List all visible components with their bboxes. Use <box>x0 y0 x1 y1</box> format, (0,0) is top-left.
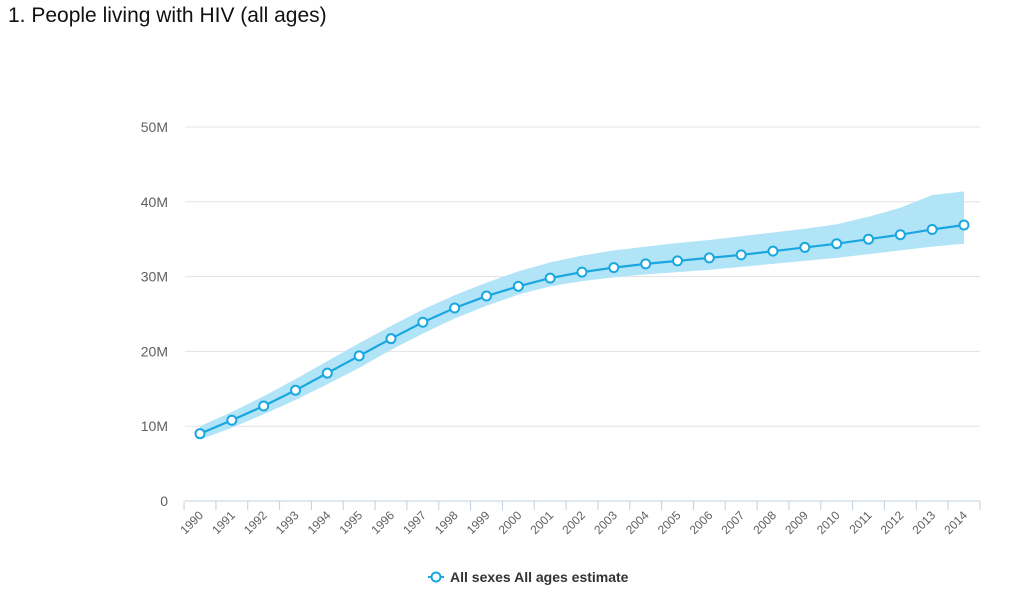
x-tick-label: 1993 <box>273 508 302 537</box>
x-tick-label: 2011 <box>846 508 874 536</box>
data-point-2003[interactable] <box>608 262 620 274</box>
data-point-1998[interactable] <box>449 302 461 314</box>
x-tick-label: 1998 <box>432 508 461 537</box>
data-point-1993[interactable] <box>290 384 301 396</box>
confidence-band <box>200 191 964 440</box>
y-tick-label: 20M <box>141 343 168 359</box>
y-axis-ticks: 0 10M 20M 30M 40M 50M <box>141 119 168 509</box>
data-point-1992[interactable] <box>258 400 270 412</box>
x-tick-label: 2009 <box>782 508 811 537</box>
data-point-2006[interactable] <box>703 252 715 264</box>
x-tick-label: 1990 <box>177 508 206 537</box>
data-point-2012[interactable] <box>894 229 906 241</box>
data-point-2010[interactable] <box>831 238 843 250</box>
x-tick-label: 2002 <box>559 508 588 537</box>
series-markers <box>194 219 970 440</box>
y-tick-label: 40M <box>141 194 168 210</box>
x-tick-label: 1996 <box>368 508 397 537</box>
data-point-1991[interactable] <box>226 414 238 426</box>
data-point-2008[interactable] <box>767 245 779 257</box>
confidence-band-area <box>200 191 964 440</box>
legend[interactable]: All sexes All ages estimate <box>428 569 629 585</box>
data-point-2005[interactable] <box>672 255 683 267</box>
y-tick-label: 50M <box>141 119 168 135</box>
data-point-1996[interactable] <box>385 333 397 345</box>
y-tick-label: 30M <box>141 269 168 285</box>
x-tick-label: 2010 <box>814 508 843 537</box>
data-point-2002[interactable] <box>576 266 588 278</box>
x-tick-label: 2004 <box>623 508 652 537</box>
data-point-1995[interactable] <box>353 350 365 362</box>
data-point-2013[interactable] <box>926 223 938 235</box>
data-point-2000[interactable] <box>512 280 524 292</box>
x-tick-label: 1999 <box>464 508 493 537</box>
x-tick-label: 2012 <box>878 508 907 537</box>
page-title: 1. People living with HIV (all ages) <box>8 4 327 27</box>
x-axis-ticks: 1990 1991 1992 1993 1994 1995 1996 1997 1998 1999… <box>177 508 970 537</box>
x-tick-label: 2005 <box>655 508 684 537</box>
data-point-2009[interactable] <box>799 241 811 253</box>
data-point-2001[interactable] <box>544 272 556 284</box>
data-point-1994[interactable] <box>321 367 333 379</box>
x-tick-label: 2006 <box>687 508 716 537</box>
x-axis <box>183 500 981 510</box>
x-tick-label: 2013 <box>910 508 939 537</box>
x-tick-label: 2003 <box>591 508 620 537</box>
legend-label: All sexes All ages estimate <box>450 569 629 585</box>
y-tick-label: 10M <box>141 418 168 434</box>
x-tick-label: 2000 <box>496 508 525 537</box>
y-tick-label: 0 <box>160 493 168 509</box>
x-tick-label: 2001 <box>528 508 557 537</box>
x-tick-label: 1997 <box>400 508 429 537</box>
data-point-1999[interactable] <box>481 290 492 302</box>
x-tick-label: 2008 <box>750 508 779 537</box>
data-point-2014[interactable] <box>958 219 970 231</box>
x-tick-label: 1991 <box>209 508 238 537</box>
data-point-1997[interactable] <box>417 316 429 328</box>
x-tick-label: 2007 <box>719 508 748 537</box>
data-point-1990[interactable] <box>194 428 206 440</box>
x-tick-label: 1992 <box>241 508 270 537</box>
data-point-2007[interactable] <box>735 249 747 261</box>
x-tick-label: 1994 <box>305 508 334 537</box>
data-point-2004[interactable] <box>640 258 652 270</box>
x-tick-label: 1995 <box>337 508 366 537</box>
legend-marker-icon <box>430 571 442 583</box>
data-point-2011[interactable] <box>863 233 874 245</box>
x-tick-label: 2014 <box>941 508 970 537</box>
